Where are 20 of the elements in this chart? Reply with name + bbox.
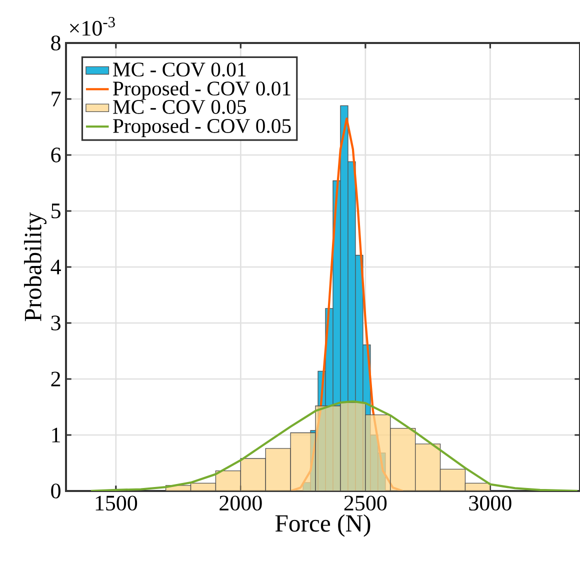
y-tick-label: 2 (51, 372, 60, 386)
y-tick-label: 3 (51, 316, 60, 330)
legend-label: Proposed - COV 0.05 (113, 118, 291, 138)
y-tick-label: 4 (50, 260, 61, 274)
legend-label: MC - COV 0.01 (113, 62, 246, 77)
legend-label: MC - COV 0.05 (113, 100, 246, 114)
y-tick-label: 7 (52, 92, 61, 106)
x-tick-label: 1500 (96, 496, 138, 511)
text: ×10$^{-3}$ (70, 16, 115, 36)
y-tick-label: 1 (52, 428, 60, 442)
y-tick-label: 8 (51, 36, 60, 50)
y-axis-title: Probability (24, 212, 46, 322)
x-tick-label: 2000 (220, 496, 262, 511)
x-tick-label: 2500 (344, 496, 387, 511)
y-tick-label: 0 (51, 484, 60, 498)
y-tick-label: 6 (51, 148, 61, 162)
x-axis-title: Force (N) (275, 514, 370, 537)
legend-label: Proposed - COV 0.01 (113, 80, 290, 100)
x-tick-label: 3000 (469, 496, 512, 511)
y-tick-label: 5 (52, 204, 60, 218)
